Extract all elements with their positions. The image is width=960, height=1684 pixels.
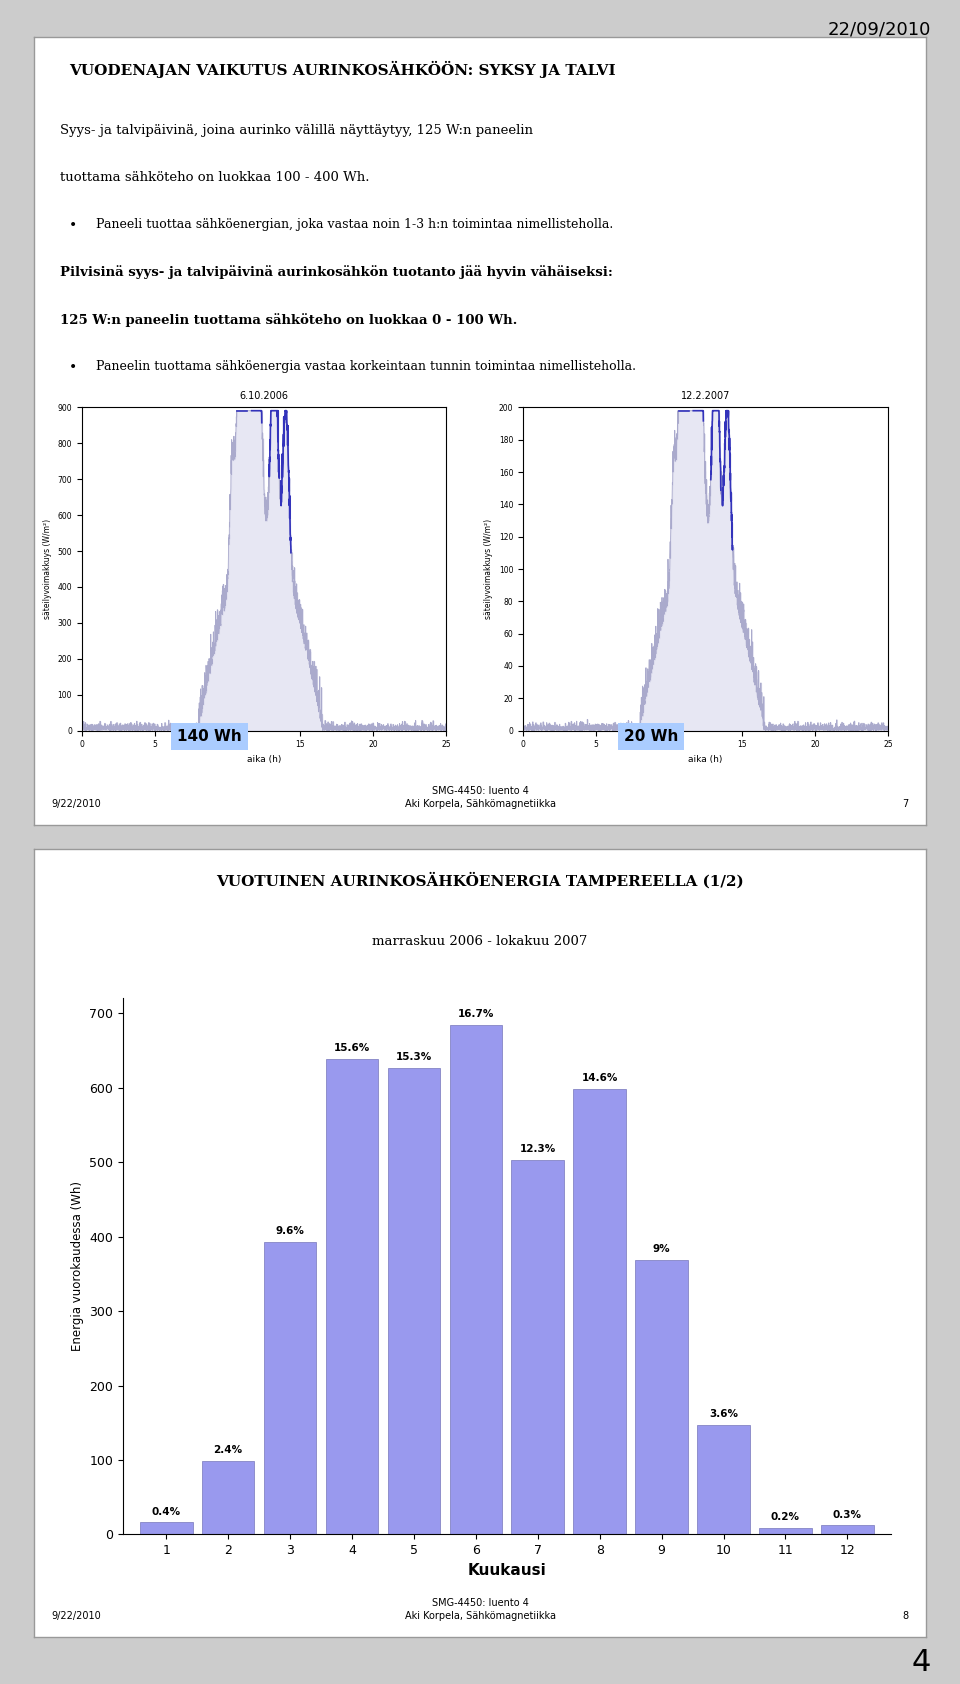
Bar <box>636 1260 688 1534</box>
Text: 16.7%: 16.7% <box>458 1009 494 1019</box>
Text: SMG-4450: luento 4
Aki Korpela, Sähkömagnetiikka: SMG-4450: luento 4 Aki Korpela, Sähkömag… <box>404 786 556 810</box>
Bar <box>388 1068 441 1534</box>
Title: 12.2.2007: 12.2.2007 <box>681 391 731 401</box>
Bar <box>697 1425 750 1534</box>
Text: Paneeli tuottaa sähköenergian, joka vastaa noin 1-3 h:n toimintaa nimellisteholl: Paneeli tuottaa sähköenergian, joka vast… <box>96 219 613 231</box>
Y-axis label: Energia vuorokaudessa (Wh): Energia vuorokaudessa (Wh) <box>71 1182 84 1352</box>
Text: 7: 7 <box>902 800 908 810</box>
X-axis label: aika (h): aika (h) <box>247 754 281 765</box>
Text: 20 Wh: 20 Wh <box>624 729 678 744</box>
Text: 15.3%: 15.3% <box>396 1052 432 1063</box>
Text: tuottama sähköteho on luokkaa 100 - 400 Wh.: tuottama sähköteho on luokkaa 100 - 400 … <box>60 172 370 184</box>
Text: VUODENAJAN VAIKUTUS AURINKOSÄHKÖÖN: SYKSY JA TALVI: VUODENAJAN VAIKUTUS AURINKOSÄHKÖÖN: SYKS… <box>69 61 616 77</box>
Bar <box>449 1026 502 1534</box>
Text: 4: 4 <box>912 1649 931 1677</box>
Text: 22/09/2010: 22/09/2010 <box>828 20 931 39</box>
X-axis label: Kuukausi: Kuukausi <box>468 1563 546 1578</box>
Y-axis label: säteilyvoimakkuys (W/m²): säteilyvoimakkuys (W/m²) <box>485 519 493 620</box>
Text: 0.2%: 0.2% <box>771 1512 800 1522</box>
Text: 3.6%: 3.6% <box>709 1410 738 1420</box>
Text: 0.3%: 0.3% <box>833 1509 862 1519</box>
Bar <box>325 1059 378 1534</box>
Bar <box>202 1462 254 1534</box>
Text: 15.6%: 15.6% <box>334 1042 371 1052</box>
Bar <box>512 1160 564 1534</box>
Y-axis label: säteilyvoimakkuys (W/m²): säteilyvoimakkuys (W/m²) <box>42 519 52 620</box>
Bar <box>821 1526 874 1534</box>
Text: •: • <box>69 219 78 232</box>
Text: Pilvisinä syys- ja talvipäivinä aurinkosähkön tuotanto jää hyvin vähäiseksi:: Pilvisinä syys- ja talvipäivinä aurinkos… <box>60 266 613 280</box>
Text: VUOTUINEN AURINKOSÄHKÖENERGIA TAMPEREELLA (1/2): VUOTUINEN AURINKOSÄHKÖENERGIA TAMPEREELL… <box>216 872 744 889</box>
Text: 0.4%: 0.4% <box>152 1507 180 1517</box>
Text: •: • <box>69 360 78 374</box>
Bar <box>759 1529 812 1534</box>
Text: 12.3%: 12.3% <box>519 1143 556 1154</box>
Bar <box>140 1522 193 1534</box>
Text: marraskuu 2006 - lokakuu 2007: marraskuu 2006 - lokakuu 2007 <box>372 935 588 948</box>
Text: 2.4%: 2.4% <box>213 1445 243 1455</box>
X-axis label: aika (h): aika (h) <box>688 754 723 765</box>
Text: 125 W:n paneelin tuottama sähköteho on luokkaa 0 - 100 Wh.: 125 W:n paneelin tuottama sähköteho on l… <box>60 313 517 327</box>
Text: 9.6%: 9.6% <box>276 1226 304 1236</box>
Bar <box>573 1090 626 1534</box>
Text: SMG-4450: luento 4
Aki Korpela, Sähkömagnetiikka: SMG-4450: luento 4 Aki Korpela, Sähkömag… <box>404 1598 556 1622</box>
Text: 9/22/2010: 9/22/2010 <box>52 800 101 810</box>
Bar <box>264 1241 317 1534</box>
Text: Paneelin tuottama sähköenergia vastaa korkeintaan tunnin toimintaa nimellistehol: Paneelin tuottama sähköenergia vastaa ko… <box>96 360 636 374</box>
Text: 9/22/2010: 9/22/2010 <box>52 1612 101 1622</box>
Text: 14.6%: 14.6% <box>582 1073 618 1083</box>
Title: 6.10.2006: 6.10.2006 <box>239 391 289 401</box>
Text: Syys- ja talvipäivinä, joina aurinko välillä näyttäytyy, 125 W:n paneelin: Syys- ja talvipäivinä, joina aurinko väl… <box>60 123 534 136</box>
Text: 8: 8 <box>902 1612 908 1622</box>
Text: 140 Wh: 140 Wh <box>177 729 242 744</box>
Text: 9%: 9% <box>653 1244 670 1255</box>
